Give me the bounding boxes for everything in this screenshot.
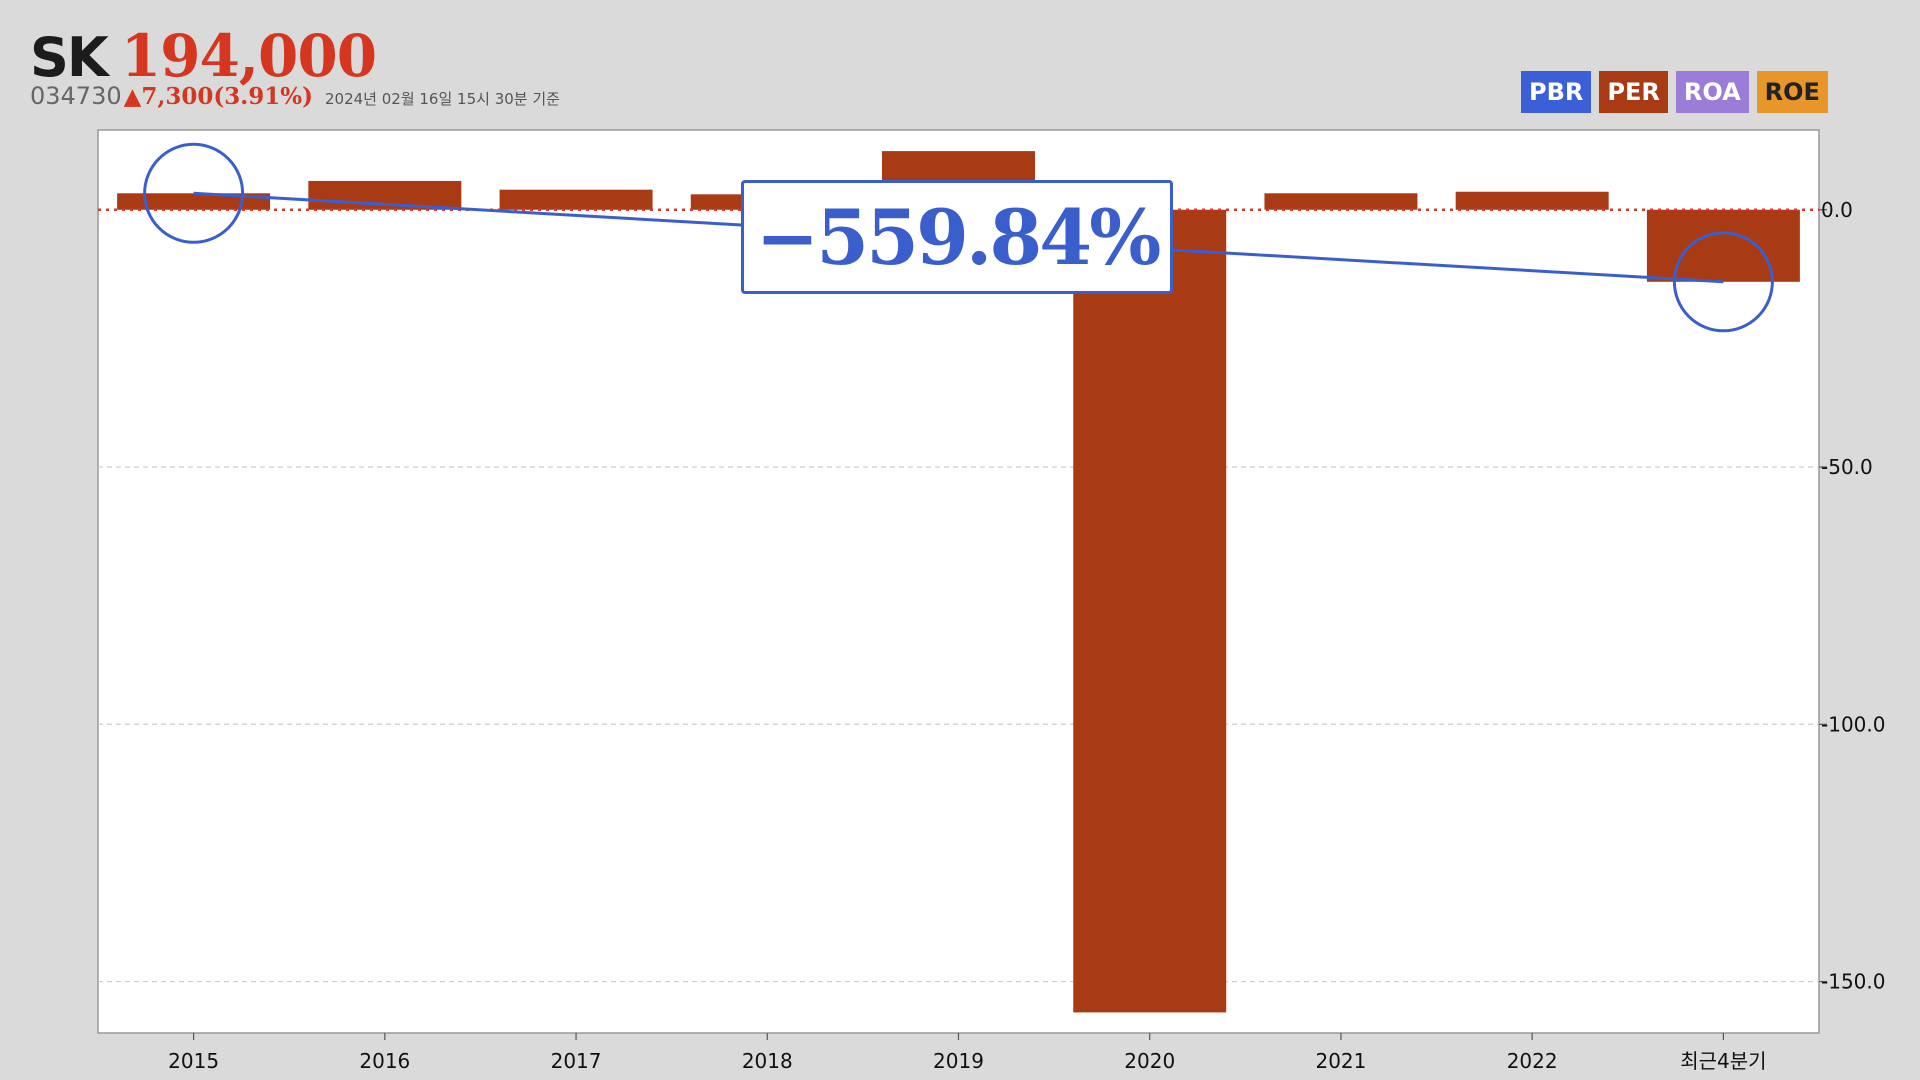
x-axis-ticks: 2015 2016 2017 2018 2019 2020 2021 2022 최근4분기	[168, 1033, 1767, 1073]
callout-value: −559.84%	[755, 192, 1162, 282]
legend-per[interactable]: PER	[1599, 71, 1668, 113]
x-tick-label: 2019	[933, 1049, 984, 1073]
x-tick-label: 2018	[742, 1049, 793, 1073]
x-tick-label: 최근4분기	[1680, 1049, 1766, 1073]
legend-pbr[interactable]: PBR	[1521, 71, 1592, 113]
legend-roe[interactable]: ROE	[1756, 71, 1828, 113]
bar-최근4분기	[1646, 209, 1800, 282]
y-axis-ticks: 0.0 -50.0 -100.0 -150.0	[1819, 198, 1885, 994]
stock-code: 034730	[30, 82, 122, 110]
bar-2020	[1073, 209, 1227, 1013]
legend: PBR PER ROA ROE	[1521, 71, 1828, 113]
bar-2017	[499, 189, 653, 210]
grid-lines	[98, 466, 1819, 983]
y-tick-label: -50.0	[1821, 455, 1873, 479]
legend-roa[interactable]: ROA	[1675, 71, 1749, 113]
highlight-circle-start	[143, 142, 245, 244]
y-tick-label: 0.0	[1821, 198, 1853, 222]
callout-box: −559.84%	[741, 180, 1173, 294]
bar-2021	[1264, 193, 1418, 210]
highlight-circle-end	[1672, 231, 1774, 333]
stock-name: SK	[30, 26, 109, 89]
bar-2022	[1455, 191, 1609, 210]
x-tick-label: 2017	[551, 1049, 602, 1073]
x-tick-label: 2020	[1124, 1049, 1175, 1073]
x-tick-label: 2022	[1507, 1049, 1558, 1073]
x-tick-label: 2015	[168, 1049, 219, 1073]
stock-price: 194,000	[120, 22, 377, 90]
bar-2015	[117, 193, 271, 210]
price-change: ▲7,300(3.91%)	[123, 83, 313, 110]
y-tick-label: -100.0	[1821, 712, 1885, 736]
x-tick-label: 2016	[359, 1049, 410, 1073]
y-tick-label: -150.0	[1821, 970, 1885, 994]
timestamp: 2024년 02월 16일 15시 30분 기준	[324, 90, 560, 108]
x-tick-label: 2021	[1315, 1049, 1366, 1073]
bars	[117, 151, 1800, 1013]
